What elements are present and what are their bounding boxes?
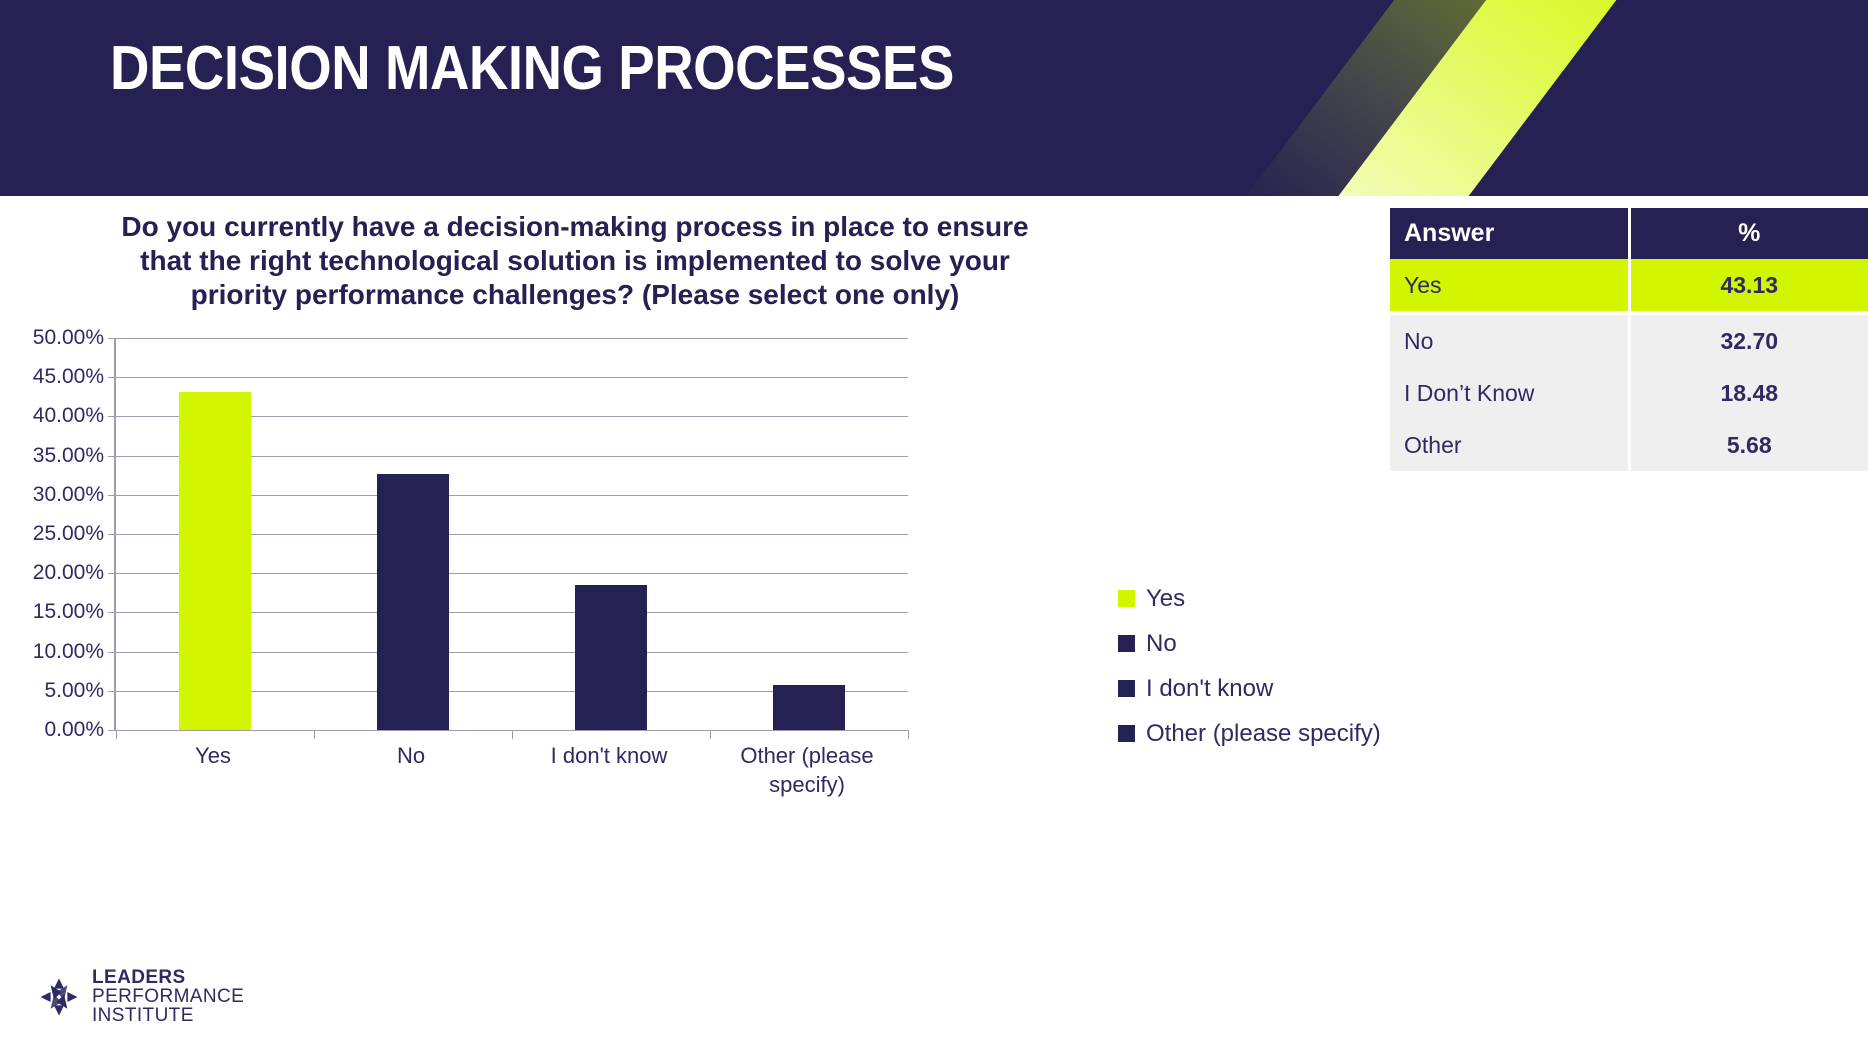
- table-cell-answer: Other: [1390, 419, 1629, 471]
- legend-item[interactable]: No: [1118, 621, 1448, 666]
- chart-bar[interactable]: [575, 585, 647, 730]
- x-axis-tick-label: I don't know: [550, 743, 668, 768]
- legend-item[interactable]: Yes: [1118, 576, 1448, 621]
- table-cell-percent: 32.70: [1627, 315, 1868, 367]
- table-row[interactable]: No 32.70: [1390, 315, 1868, 367]
- chart-gridline: [116, 416, 908, 418]
- chart-plot-area: [108, 338, 909, 739]
- table-spacer-cell: [1390, 311, 1868, 315]
- y-axis-tick-label: 40.00%: [32, 404, 104, 428]
- chart-gridline: [116, 612, 908, 614]
- chart-bar[interactable]: [377, 473, 449, 730]
- y-axis-tick-mark: [108, 455, 116, 457]
- y-axis-tick-mark: [108, 416, 116, 418]
- legend-swatch-icon: [1118, 590, 1135, 607]
- legend-swatch-icon: [1118, 725, 1135, 742]
- table-cell-percent: 43.13: [1627, 259, 1868, 311]
- table-cell-percent: 5.68: [1627, 419, 1868, 471]
- y-axis-tick-label: 35.00%: [32, 443, 104, 467]
- table-body: Yes 43.13 No 32.70 I Don’t Know 18.48 Other 5.6…: [1390, 259, 1868, 471]
- x-axis-tick-mark: [116, 730, 117, 739]
- y-axis-tick-label: 25.00%: [32, 522, 104, 545]
- y-axis-tick-mark: [108, 651, 116, 653]
- chart-plot-wrapper: 50.00% 45.00% 40.00% 35.00% 30.00% 25.00% 20.0…: [18, 326, 1108, 797]
- legend-item-label: No: [1146, 629, 1177, 657]
- x-axis-tick-label: Yes: [195, 743, 231, 768]
- legend-swatch-icon: [1118, 680, 1135, 697]
- logo-line-leaders: LEADERS: [92, 967, 186, 988]
- logo-text: LEADERS PERFORMANCE INSTITUTE: [92, 968, 244, 1025]
- chart-gridline: [116, 338, 908, 339]
- chart-legend: Yes No I don't know Other (please specify): [1118, 576, 1448, 756]
- y-axis-tick-label: 45.00%: [32, 365, 104, 389]
- y-axis-tick-mark: [108, 573, 116, 575]
- table-row[interactable]: Other 5.68: [1390, 419, 1868, 471]
- logo-line-institute: INSTITUTE: [92, 1005, 194, 1026]
- chart-gridline: [116, 651, 908, 653]
- chart-gridline: [116, 690, 908, 692]
- chart-bar[interactable]: [773, 685, 845, 730]
- y-axis-tick-mark: [108, 730, 116, 731]
- table-cell-answer: Yes: [1390, 259, 1629, 311]
- x-axis-tick-mark: [512, 730, 513, 739]
- table-header-percent: %: [1627, 208, 1868, 259]
- y-axis-tick-label: 20.00%: [32, 561, 104, 585]
- legend-item[interactable]: I don't know: [1118, 666, 1448, 711]
- y-axis-tick-label: 5.00%: [44, 678, 104, 702]
- y-axis-labels: 50.00% 45.00% 40.00% 35.00% 30.00% 25.00% 20.0…: [18, 326, 110, 741]
- chart-panel: Do you currently have a decision-making …: [0, 196, 1130, 956]
- header-band: DECISION MAKING PROCESSES: [0, 0, 1868, 196]
- x-axis-tick-mark: [314, 730, 315, 739]
- chart-gridline: [116, 534, 908, 535]
- table-row-spacer: [1390, 311, 1868, 315]
- page-title: DECISION MAKING PROCESSES: [110, 34, 954, 103]
- table-cell-percent: 18.48: [1627, 367, 1868, 419]
- chart-gridline: [116, 377, 908, 379]
- x-axis-tick-mark: [908, 730, 909, 739]
- y-axis-tick-label: 50.00%: [32, 326, 104, 349]
- logo-line-performance: PERFORMANCE: [92, 986, 245, 1007]
- legend-item-label: I don't know: [1146, 674, 1274, 702]
- y-axis-tick-label: 10.00%: [32, 639, 104, 663]
- legend-swatch-icon: [1118, 635, 1135, 652]
- table-header-row: Answer %: [1390, 208, 1868, 259]
- logo: LEADERS PERFORMANCE INSTITUTE: [38, 968, 244, 1025]
- y-axis-tick-mark: [108, 612, 116, 614]
- legend-item[interactable]: Other (please specify): [1118, 711, 1448, 756]
- y-axis-tick-mark: [108, 338, 116, 339]
- chart-gridline: [116, 573, 908, 575]
- chart-gridline: [116, 455, 908, 457]
- table-header-answer: Answer: [1390, 208, 1629, 259]
- y-axis-tick-mark: [108, 494, 116, 496]
- table-cell-answer: I Don’t Know: [1390, 367, 1629, 419]
- table-row[interactable]: Yes 43.13: [1390, 259, 1868, 311]
- y-axis-tick-mark: [108, 377, 116, 379]
- legend-item-label: Yes: [1146, 584, 1186, 612]
- x-axis-tick-label: No: [396, 743, 426, 768]
- answer-percent-table: Answer % Yes 43.13 No 32.70 I Don’t Know 18.4…: [1390, 208, 1868, 471]
- x-axis-tick-mark: [710, 730, 711, 739]
- y-axis-tick-mark: [108, 690, 116, 692]
- legend-item-label: Other (please specify): [1146, 719, 1381, 747]
- chart-gridline: [116, 494, 908, 496]
- chart-bar[interactable]: [179, 391, 251, 730]
- y-axis-tick-label: 30.00%: [32, 482, 104, 506]
- table-row[interactable]: I Don’t Know 18.48: [1390, 367, 1868, 419]
- table-cell-answer: No: [1390, 315, 1629, 367]
- chart-title: Do you currently have a decision-making …: [121, 211, 1029, 311]
- y-axis-tick-label: 0.00%: [44, 718, 104, 741]
- y-axis-tick-mark: [108, 534, 116, 535]
- leaders-star-logo-icon: [40, 978, 78, 1015]
- x-axis-tick-label: Other (please specify): [740, 743, 874, 797]
- x-axis-labels: Yes No I don't know Other (please specify): [114, 742, 906, 822]
- y-axis-tick-label: 15.00%: [32, 600, 104, 624]
